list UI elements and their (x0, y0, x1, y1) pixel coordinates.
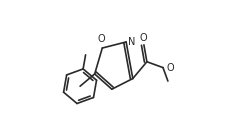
Text: O: O (166, 63, 174, 73)
Text: O: O (98, 34, 105, 44)
Text: N: N (128, 37, 136, 47)
Text: O: O (139, 33, 147, 43)
